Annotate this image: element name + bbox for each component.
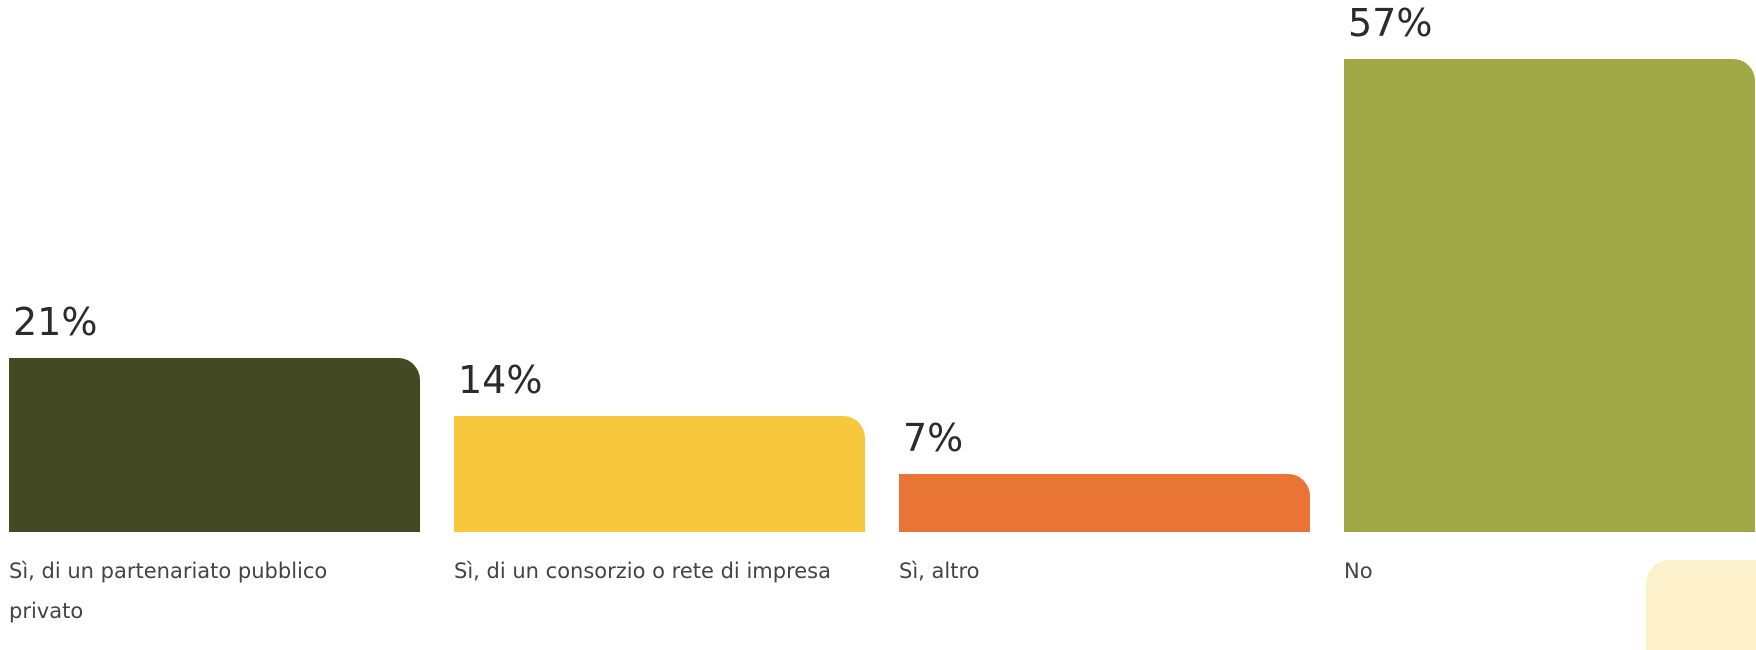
value-label: 7% (903, 415, 964, 460)
category-label: Sì, di un consorzio o rete di impresa (454, 559, 831, 583)
category-label: Sì, di un partenariato pubblico privato (9, 559, 328, 623)
category-label: No (1344, 559, 1373, 583)
bar (899, 473, 1310, 532)
value-label: 21% (13, 299, 98, 344)
bar (454, 415, 865, 532)
chart: 21% Sì, di un partenariato pubblico priva… (9, 0, 1756, 650)
bar (1344, 58, 1755, 532)
category-label: Sì, altro (899, 559, 980, 583)
bar (9, 357, 420, 532)
page: 21% Sì, di un partenariato pubblico priva… (9, 0, 1756, 650)
value-label: 14% (458, 357, 543, 402)
value-label: 57% (1348, 0, 1433, 45)
